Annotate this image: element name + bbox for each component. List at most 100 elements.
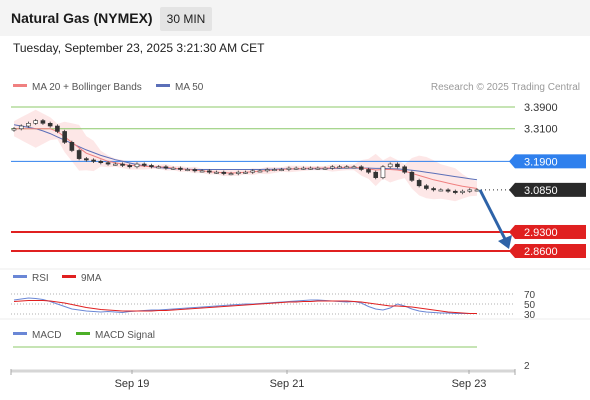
candle — [243, 170, 248, 174]
candle-body — [235, 171, 241, 174]
candle-body — [344, 166, 350, 169]
candle-body — [185, 169, 190, 171]
header-bar — [0, 0, 590, 36]
forecast-arrow-head — [498, 235, 512, 249]
candle — [76, 148, 82, 161]
candle — [431, 186, 436, 192]
candle-body — [214, 171, 219, 174]
candle-body — [322, 167, 328, 170]
level-tag-pointer-2.8600 — [509, 244, 515, 258]
candle-body — [474, 189, 480, 192]
candle — [98, 159, 104, 165]
candle-body — [91, 159, 96, 162]
candle — [308, 166, 313, 170]
candle-body — [33, 120, 39, 124]
rsi-legend-swatch — [13, 275, 27, 278]
level-label-3.1900: 3.1900 — [524, 156, 558, 168]
candle — [141, 162, 147, 168]
candle-body — [170, 167, 176, 170]
level-tag-2.8600 — [515, 244, 586, 258]
candle — [69, 140, 75, 153]
level-tag-3.1900 — [515, 154, 586, 169]
candle-body — [358, 166, 364, 170]
candle — [84, 156, 89, 162]
candle — [373, 170, 379, 180]
candle-body — [445, 189, 451, 192]
candle-body — [207, 170, 212, 173]
candle-body — [257, 170, 263, 173]
candle-body — [105, 162, 111, 165]
candle-body — [84, 158, 89, 161]
rsi-ma-legend-swatch — [62, 275, 76, 278]
macd-axis-label: 2 — [524, 361, 530, 372]
candle — [156, 165, 161, 169]
candle-body — [228, 173, 234, 176]
candle — [192, 167, 198, 173]
candle — [250, 169, 256, 174]
candle — [62, 129, 67, 144]
candle — [351, 165, 357, 169]
candle — [409, 170, 415, 182]
candle — [264, 167, 270, 173]
candle — [279, 167, 284, 172]
candle — [91, 158, 96, 163]
candle — [55, 124, 60, 134]
candle-body — [286, 167, 292, 170]
level-tag-pointer-3.0850 — [509, 182, 515, 197]
candle-body — [55, 125, 60, 132]
candle — [460, 189, 465, 195]
candle-body — [264, 169, 270, 172]
candle-body — [178, 167, 183, 170]
candle-body — [112, 163, 118, 166]
level-tag-3.0850 — [515, 182, 586, 197]
x-axis-label-0: Sep 19 — [115, 378, 150, 390]
candle — [337, 165, 342, 169]
candle — [416, 178, 422, 188]
x-axis-label-2: Sep 23 — [452, 378, 487, 390]
level-label-2.9300: 2.9300 — [524, 227, 558, 239]
candle-body — [330, 166, 335, 169]
level-tag-pointer-3.1900 — [509, 154, 515, 169]
candle — [105, 161, 111, 166]
candle — [134, 162, 140, 169]
candle — [293, 166, 299, 170]
candle-body — [163, 166, 169, 169]
level-label-3.0850: 3.0850 — [524, 185, 558, 197]
candle — [395, 162, 400, 169]
level-label-3.3900: 3.3900 — [524, 102, 558, 114]
candle — [301, 166, 306, 170]
level-tag-pointer-2.9300 — [509, 224, 515, 239]
candle — [207, 169, 212, 174]
macd-signal-legend-swatch — [76, 332, 90, 335]
credit: Research © 2025 Trading Central — [431, 82, 580, 93]
timeframe-button[interactable]: 30 MIN — [160, 7, 212, 31]
rsi-axis-label-70: 70 — [524, 290, 536, 301]
candle-body — [380, 166, 386, 178]
ma50-legend-swatch — [156, 84, 170, 87]
candle-body — [127, 165, 133, 168]
candle — [163, 165, 169, 170]
candle — [315, 166, 321, 170]
level-label-2.8600: 2.8600 — [524, 246, 558, 258]
candle — [344, 165, 350, 169]
candle — [235, 170, 241, 176]
forecast-arrow-shaft — [478, 189, 508, 242]
candle-body — [387, 163, 393, 168]
candle-body — [40, 120, 46, 124]
timestamp: Tuesday, September 23, 2025 3:21:30 AM C… — [13, 41, 265, 55]
forecast-arrow — [478, 189, 512, 249]
candle-body — [156, 166, 161, 169]
candle-body — [402, 166, 407, 173]
candle-body — [301, 167, 306, 170]
rsi-axis-label-30: 30 — [524, 310, 536, 321]
candle — [170, 166, 176, 170]
candle-body — [467, 189, 473, 192]
rsi-line — [13, 297, 477, 314]
candle — [47, 121, 53, 128]
candle-body — [416, 180, 422, 187]
candle-body — [315, 167, 321, 170]
level-tags: 3.3900 3.3100 3.1900 3.0850 2.9300 2.8600 — [509, 102, 586, 258]
candle — [199, 169, 205, 173]
